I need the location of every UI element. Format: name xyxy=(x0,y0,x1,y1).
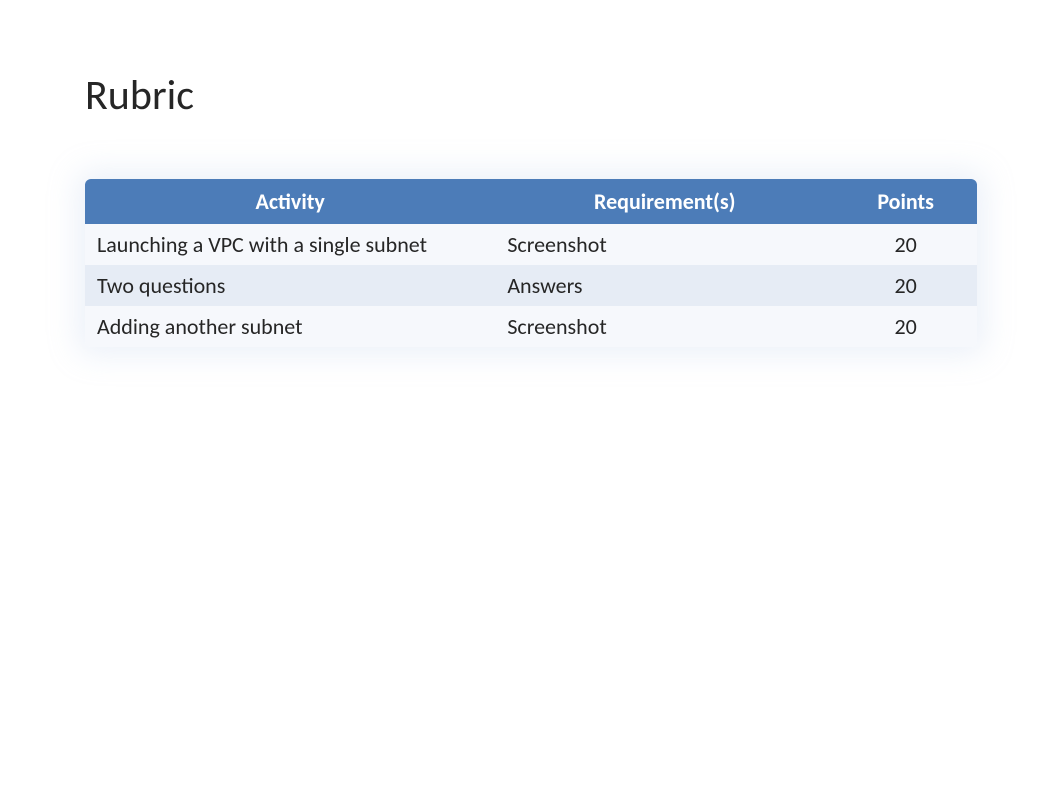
table-row: Adding another subnet Screenshot 20 xyxy=(85,306,977,347)
col-header-activity: Activity xyxy=(85,179,495,224)
cell-activity: Two questions xyxy=(85,265,495,306)
cell-points: 20 xyxy=(834,224,977,265)
cell-activity: Launching a VPC with a single subnet xyxy=(85,224,495,265)
page-title: Rubric xyxy=(85,70,977,121)
cell-points: 20 xyxy=(834,306,977,347)
col-header-points: Points xyxy=(834,179,977,224)
col-header-requirement: Requirement(s) xyxy=(495,179,834,224)
rubric-table: Activity Requirement(s) Points Launching… xyxy=(85,179,977,347)
cell-requirement: Answers xyxy=(495,265,834,306)
table-header-row: Activity Requirement(s) Points xyxy=(85,179,977,224)
cell-activity: Adding another subnet xyxy=(85,306,495,347)
cell-requirement: Screenshot xyxy=(495,306,834,347)
table-row: Two questions Answers 20 xyxy=(85,265,977,306)
cell-requirement: Screenshot xyxy=(495,224,834,265)
cell-points: 20 xyxy=(834,265,977,306)
table-row: Launching a VPC with a single subnet Scr… xyxy=(85,224,977,265)
